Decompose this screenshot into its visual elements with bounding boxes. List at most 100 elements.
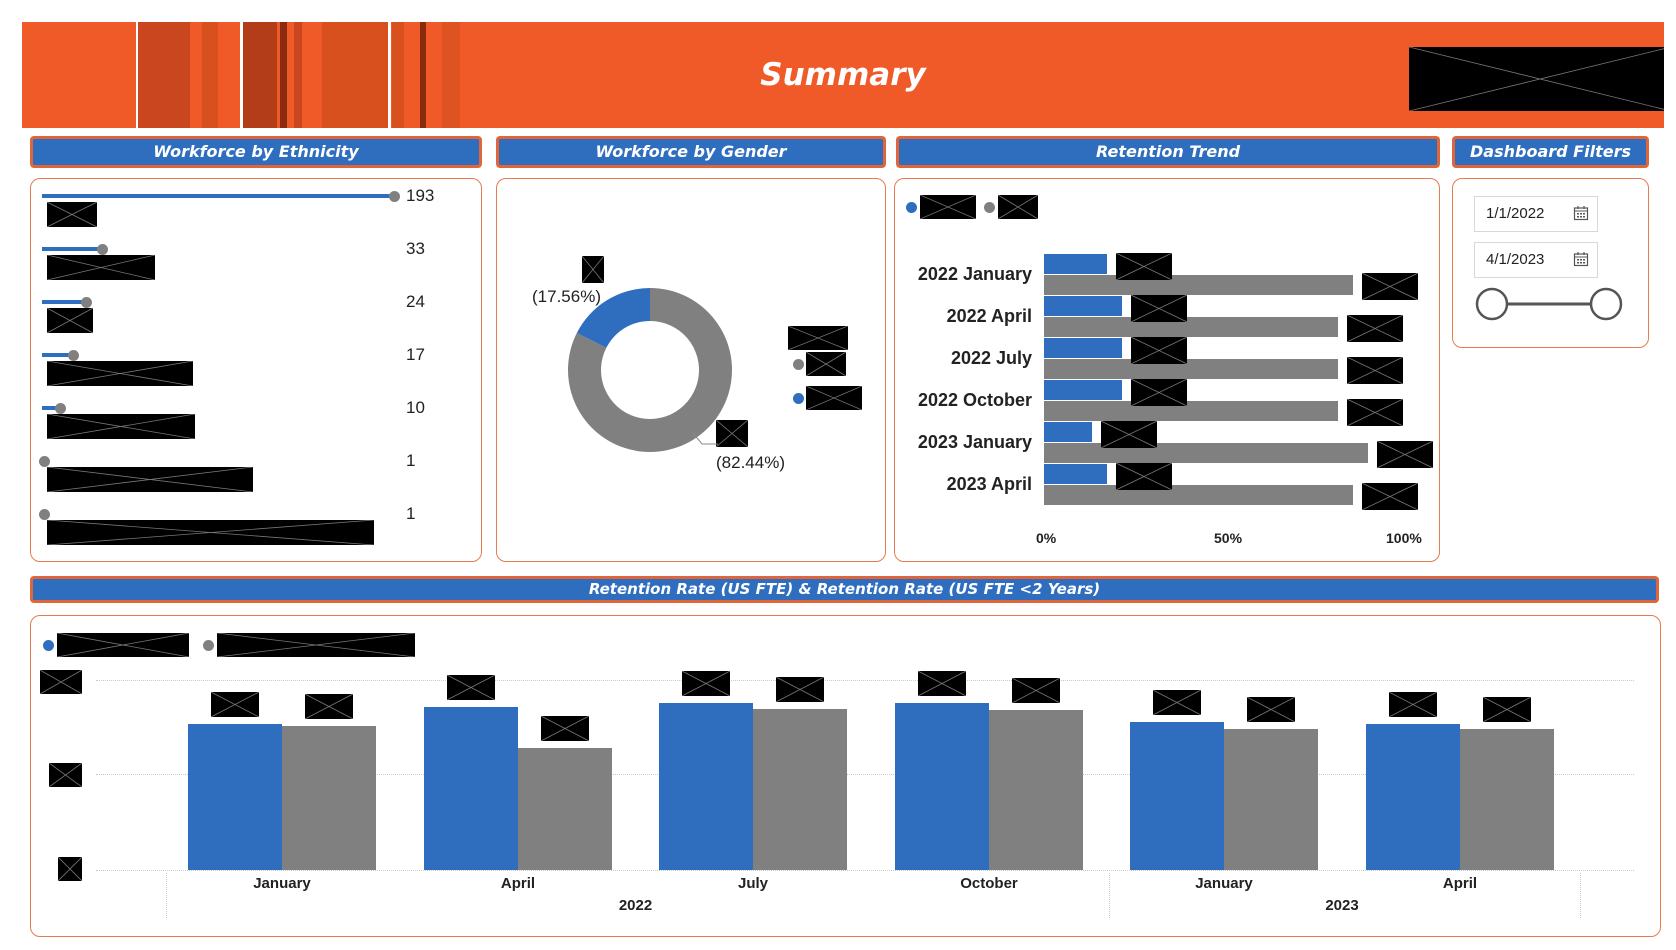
filters-header: Dashboard Filters (1452, 136, 1649, 168)
ethnicity-label-redacted (47, 308, 93, 333)
date-range-slider[interactable] (1474, 286, 1624, 322)
rate-value-gray-redacted (541, 716, 589, 742)
trend-bar-gray (1044, 359, 1338, 379)
gender-legend-title-redacted (788, 326, 848, 350)
banner-stripe (280, 22, 287, 128)
trend-category-label: 2023 January (917, 432, 1032, 452)
axis-group-divider (1580, 873, 1581, 918)
rate-value-gray-redacted (305, 693, 353, 719)
rate-bar-gray (989, 710, 1083, 870)
summary-banner: Summary (22, 22, 1664, 128)
trend-value-gray-redacted (1346, 399, 1403, 426)
trend-bar-gray (1044, 485, 1353, 505)
trend-value-blue-redacted (1131, 295, 1188, 322)
rate-value-blue-redacted (447, 674, 495, 700)
slider-start-handle[interactable] (1475, 287, 1509, 321)
gender-panel (496, 178, 886, 562)
rate-bar-gray (518, 748, 612, 870)
trend-legend-label-redacted (920, 195, 976, 219)
grid-line (96, 680, 1634, 681)
trend-value-gray-redacted (1361, 483, 1418, 510)
rate-value-gray-redacted (1012, 678, 1060, 704)
ethnicity-label-redacted (47, 202, 97, 227)
end-date-input[interactable]: 4/1/2023 (1474, 242, 1598, 278)
y-tick-redacted (58, 857, 82, 881)
trend-category-label: 2022 April (946, 306, 1032, 326)
rate-value-blue-redacted (918, 670, 966, 696)
slider-end-handle[interactable] (1589, 287, 1623, 321)
x-group-label: 2022 (618, 897, 653, 914)
trend-legend-dot-blue (906, 202, 917, 213)
ethnicity-label-redacted (47, 520, 374, 545)
ethnicity-value: 10 (406, 398, 425, 417)
banner-stripe (240, 22, 243, 128)
trend-value-gray-redacted (1346, 315, 1403, 342)
banner-stripe (392, 22, 404, 128)
ethnicity-label-redacted (47, 414, 195, 439)
rate-value-gray-redacted (776, 676, 824, 702)
ethnicity-label-redacted (47, 255, 155, 280)
trend-bar-blue (1044, 296, 1123, 316)
rate-bar-gray (1460, 729, 1554, 870)
banner-stripe (202, 22, 218, 128)
trend-bar-gray (1044, 401, 1338, 421)
logo-redacted (1409, 47, 1664, 111)
trend-bar-gray (1044, 317, 1338, 337)
ethnicity-bar (42, 194, 394, 198)
rate-bar-gray (1224, 729, 1318, 870)
ethnicity-value: 1 (406, 504, 416, 523)
trend-value-gray-redacted (1361, 273, 1418, 300)
rate-bar-blue (895, 702, 989, 870)
banner-stripe (388, 22, 391, 128)
x-category-label: January (1195, 875, 1253, 892)
rate-bar-blue (1366, 723, 1460, 870)
banner-stripe (322, 22, 388, 128)
y-tick-redacted (49, 763, 82, 787)
ethnicity-bar (42, 353, 73, 357)
ethnicity-bar-end (55, 402, 67, 414)
donut-label-blue: (17.56%) (532, 287, 601, 306)
ethnicity-label-redacted (47, 467, 253, 492)
trend-value-blue-redacted (1116, 253, 1173, 280)
gender-legend-label-redacted (806, 352, 846, 376)
ethnicity-bar-end (68, 349, 79, 361)
rate-value-blue-redacted (211, 691, 259, 717)
rate-value-gray-redacted (1483, 697, 1531, 723)
trend-bar-gray (1044, 275, 1353, 295)
trend-legend-label-redacted (998, 195, 1038, 219)
ethnicity-value: 1 (406, 451, 416, 470)
donut-label-gray: (82.44%) (716, 453, 785, 472)
ethnicity-value: 193 (406, 186, 435, 205)
ethnicity-value: 33 (406, 239, 425, 258)
trend-value-blue-redacted (1101, 421, 1158, 448)
x-category-label: April (500, 875, 536, 892)
axis-group-divider (166, 873, 167, 918)
rate-bar-blue (188, 723, 282, 870)
trend-category-label: 2022 October (917, 390, 1032, 410)
page-title: Summary (760, 57, 926, 93)
gender-donut-chart (568, 288, 732, 452)
trend-category-label: 2023 April (946, 474, 1032, 494)
ethnicity-bar-end (389, 190, 400, 202)
trend-value-blue-redacted (1131, 379, 1188, 406)
trend-category-label: 2022 January (917, 264, 1032, 284)
trend-category-label: 2022 July (950, 348, 1032, 368)
trend-value-blue-redacted (1116, 463, 1173, 490)
start-date-input[interactable]: 1/1/2022 (1474, 196, 1598, 232)
ethnicity-label-redacted (47, 361, 193, 386)
trend-bar-blue (1044, 338, 1123, 358)
rate-bar-blue (659, 702, 753, 870)
x-category-label: April (1442, 875, 1478, 892)
ethnicity-bar (42, 247, 103, 251)
start-date-value: 1/1/2022 (1486, 205, 1545, 222)
ethnicity-header: Workforce by Ethnicity (30, 136, 482, 168)
ethnicity-bar-end (80, 296, 92, 308)
trend-bar-blue (1044, 254, 1108, 274)
donut-slice (568, 288, 732, 452)
gender-header: Workforce by Gender (496, 136, 886, 168)
donut-leader-line (691, 431, 718, 445)
calendar-icon[interactable] (1573, 251, 1589, 267)
ethnicity-bar (42, 300, 86, 304)
trend-x-tick: 50% (1214, 530, 1243, 546)
calendar-icon[interactable] (1573, 205, 1589, 221)
